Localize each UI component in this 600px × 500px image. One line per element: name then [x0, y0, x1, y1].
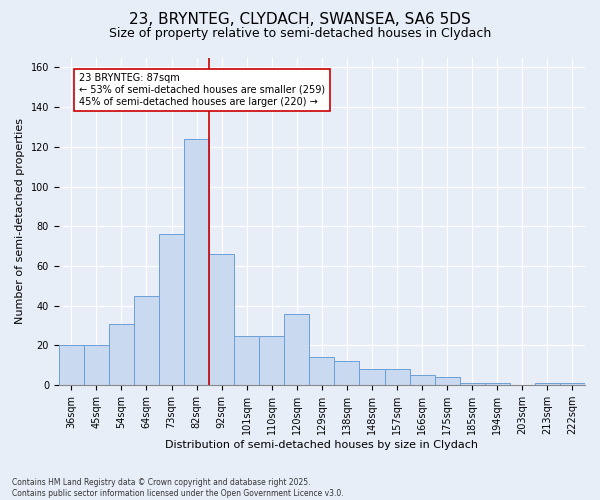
Bar — [310, 358, 334, 385]
Bar — [234, 336, 259, 385]
Bar — [485, 383, 510, 385]
Bar — [535, 383, 560, 385]
Bar — [109, 324, 134, 385]
Bar — [134, 296, 159, 385]
Bar — [385, 370, 410, 385]
Text: Size of property relative to semi-detached houses in Clydach: Size of property relative to semi-detach… — [109, 28, 491, 40]
Bar — [434, 378, 460, 385]
Bar — [359, 370, 385, 385]
Text: 23, BRYNTEG, CLYDACH, SWANSEA, SA6 5DS: 23, BRYNTEG, CLYDACH, SWANSEA, SA6 5DS — [129, 12, 471, 28]
Bar — [59, 346, 84, 385]
Bar — [259, 336, 284, 385]
Bar — [84, 346, 109, 385]
Bar — [284, 314, 310, 385]
Bar — [410, 376, 434, 385]
Bar — [334, 362, 359, 385]
Text: Contains HM Land Registry data © Crown copyright and database right 2025.
Contai: Contains HM Land Registry data © Crown c… — [12, 478, 344, 498]
Bar — [460, 383, 485, 385]
Bar — [159, 234, 184, 385]
Bar — [209, 254, 234, 385]
Y-axis label: Number of semi-detached properties: Number of semi-detached properties — [15, 118, 25, 324]
Bar — [184, 139, 209, 385]
Text: 23 BRYNTEG: 87sqm
← 53% of semi-detached houses are smaller (259)
45% of semi-de: 23 BRYNTEG: 87sqm ← 53% of semi-detached… — [79, 74, 325, 106]
X-axis label: Distribution of semi-detached houses by size in Clydach: Distribution of semi-detached houses by … — [166, 440, 478, 450]
Bar — [560, 383, 585, 385]
